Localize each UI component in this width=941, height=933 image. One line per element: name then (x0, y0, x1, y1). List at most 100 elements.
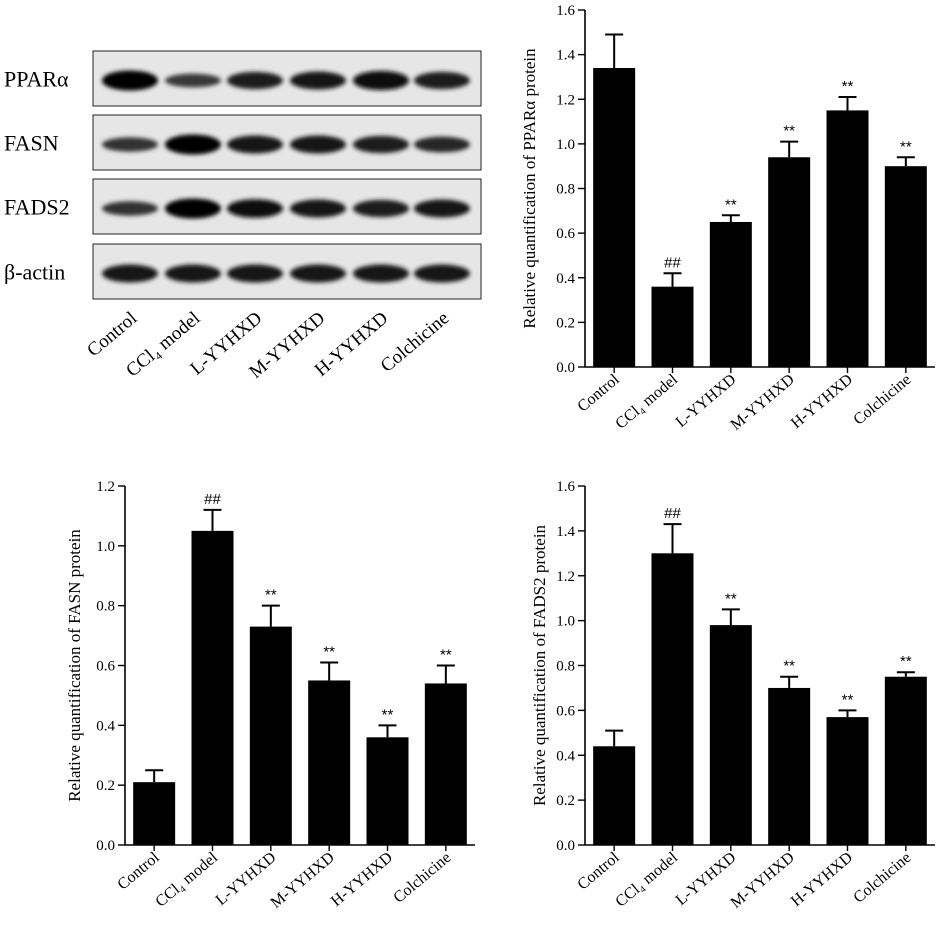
blot-band (290, 135, 346, 154)
y-tick-label: 0.4 (556, 748, 575, 764)
blot-band (102, 137, 158, 152)
blot-band (165, 73, 221, 88)
y-tick-label: 0.4 (96, 718, 115, 734)
blot-band (353, 199, 409, 218)
x-tick-label: CCl₄ model (152, 849, 221, 911)
y-tick-label: 0.6 (556, 703, 575, 719)
y-tick-label: 1.4 (556, 48, 575, 64)
x-tick-label: M-YYHXD (268, 849, 338, 912)
blot-row-label: β-actin (4, 260, 65, 285)
bar (709, 625, 752, 845)
bar (709, 221, 752, 367)
x-tick-label: Colchicine (390, 849, 454, 907)
bar (826, 717, 869, 845)
bar (424, 683, 467, 845)
significance-marker: ** (842, 78, 854, 95)
y-tick-label: 0.8 (556, 182, 575, 198)
significance-marker: ## (664, 505, 681, 522)
blot-lane-label: Control (83, 308, 141, 361)
blot-band (227, 264, 283, 283)
blot-band (165, 264, 221, 283)
blot-band (290, 71, 346, 90)
bar (884, 676, 927, 845)
y-axis-label: Relative quantification of FADS2 protein (530, 524, 549, 806)
significance-marker: ** (323, 644, 335, 661)
blot-band (102, 264, 158, 283)
y-tick-label: 1.0 (556, 137, 575, 153)
x-tick-label: Control (114, 849, 163, 894)
x-tick-label: H-YYHXD (788, 371, 856, 432)
y-tick-label: 1.0 (96, 539, 115, 555)
significance-marker: ** (725, 590, 737, 607)
fads2-bar-chart: 0.0 0.2 0.4 0.6 0.8 1.0 1.2 1.4 1.6 Relative quan… (530, 479, 935, 912)
y-tick-label: 0.8 (556, 659, 575, 675)
ppara-bar-chart: 0.0 0.2 0.4 0.6 0.8 1.0 1.2 1.4 1.6 Relative quan… (520, 3, 935, 434)
blot-band (290, 264, 346, 283)
y-tick-label: 1.2 (96, 479, 115, 495)
bar (884, 166, 927, 367)
blot-row-label: PPARα (4, 67, 69, 92)
y-tick-label: 1.6 (556, 3, 575, 19)
bar (651, 286, 694, 367)
x-tick-label: H-YYHXD (788, 849, 856, 910)
blot-band (165, 198, 221, 219)
x-tick-label: CCl₄ model (612, 849, 681, 911)
y-tick-label: 0.0 (556, 838, 575, 854)
bar (308, 680, 351, 845)
y-axis-label: Relative quantification of FASN protein (65, 529, 84, 802)
blot-lane-label: Colchicine (377, 308, 454, 377)
blot-band (414, 71, 470, 90)
significance-marker: ** (900, 138, 912, 155)
y-tick-label: 0.2 (556, 315, 575, 331)
significance-marker: ## (204, 491, 221, 508)
bar (768, 687, 811, 845)
y-tick-label: 0.2 (556, 793, 575, 809)
blot-band (414, 136, 470, 153)
significance-marker: ** (900, 653, 912, 670)
y-tick-label: 0.0 (96, 838, 115, 854)
y-tick-label: 0.6 (96, 659, 115, 675)
blot-band (353, 264, 409, 283)
y-tick-label: 0.6 (556, 226, 575, 242)
y-tick-label: 1.4 (556, 524, 575, 540)
bar (593, 746, 636, 845)
y-tick-label: 0.2 (96, 778, 115, 794)
y-tick-label: 1.2 (556, 569, 575, 585)
blot-band (353, 135, 409, 154)
bar (768, 157, 811, 367)
significance-marker: ** (265, 587, 277, 604)
x-tick-label: Colchicine (850, 371, 914, 429)
blot-band (165, 134, 221, 155)
blot-band (227, 71, 283, 90)
significance-marker: ** (382, 706, 394, 723)
significance-marker: ## (664, 254, 681, 271)
significance-marker: ** (783, 123, 795, 140)
blot-band (414, 199, 470, 218)
bar (249, 626, 292, 845)
bar (133, 782, 176, 845)
significance-marker: ** (842, 691, 854, 708)
x-tick-label: H-YYHXD (328, 849, 396, 910)
x-tick-label: M-YYHXD (728, 849, 798, 912)
x-tick-label: M-YYHXD (728, 371, 798, 434)
blot-band (414, 264, 470, 283)
bar (191, 530, 234, 845)
y-axis-label: Relative quantification of PPARα protein (520, 48, 539, 329)
y-tick-label: 0.0 (556, 360, 575, 376)
significance-marker: ** (783, 658, 795, 675)
y-tick-label: 0.4 (556, 271, 575, 287)
x-tick-label: Colchicine (850, 849, 914, 907)
bar (593, 68, 636, 367)
blot-band (102, 201, 158, 216)
x-tick-label: Control (574, 849, 623, 894)
significance-marker: ** (725, 196, 737, 213)
bar (826, 110, 869, 367)
y-tick-label: 1.2 (556, 92, 575, 108)
significance-marker: ** (440, 647, 452, 664)
x-tick-label: Control (574, 371, 623, 416)
fasn-bar-chart: 0.0 0.2 0.4 0.6 0.8 1.0 1.2 Relative quantifica… (65, 479, 475, 912)
blot-row-label: FADS2 (4, 195, 70, 220)
y-tick-label: 1.6 (556, 479, 575, 495)
